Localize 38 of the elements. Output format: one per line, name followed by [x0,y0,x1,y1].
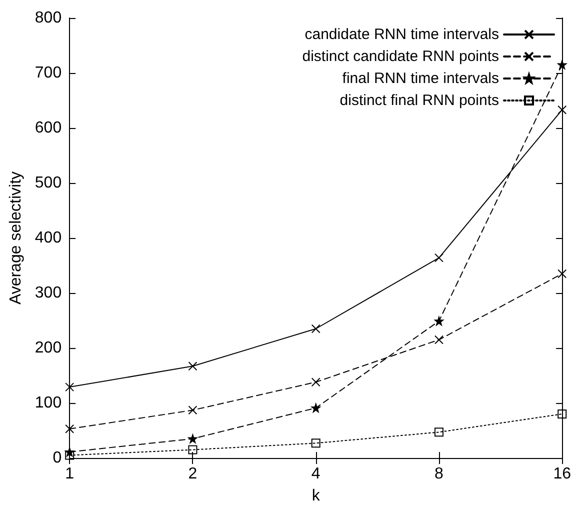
point [311,378,320,387]
point [558,60,567,70]
point [188,362,198,371]
point [434,428,444,437]
legend-label: distinct final RNN points [340,92,499,109]
point [434,335,444,344]
point [65,450,74,460]
point [434,253,444,262]
x-tick-label: 1 [65,466,74,482]
y-tick-label: 0 [52,450,62,466]
y-axis-title: Average selectivity [8,171,24,305]
y-tick-label: 800 [34,10,62,26]
y-tick-label: 600 [34,120,62,136]
point [65,382,74,392]
point [558,269,567,278]
x-axis-title: k [312,488,321,504]
x-tick-label: 16 [553,466,572,482]
point [65,424,74,434]
point [311,438,320,448]
point [558,410,567,418]
y-tick-label: 500 [34,174,62,192]
x-tick-label: 4 [311,466,320,482]
x-tick-label: 8 [434,466,444,482]
y-tick-label: 300 [34,284,62,302]
y-tick-label: 400 [34,230,62,246]
x-tick-label: 2 [188,466,198,482]
legend-label: distinct candidate RNN points [302,48,499,65]
legend-label: candidate RNN time intervals [304,26,499,43]
point [188,434,198,444]
point [311,403,320,412]
point [558,105,567,114]
point [188,445,198,454]
point [188,406,198,415]
y-tick-label: 200 [34,340,62,356]
legend-label: final RNN time intervals [342,70,499,87]
y-tick-label: 700 [34,64,62,82]
point [311,324,320,334]
y-tick-label: 100 [34,394,62,412]
